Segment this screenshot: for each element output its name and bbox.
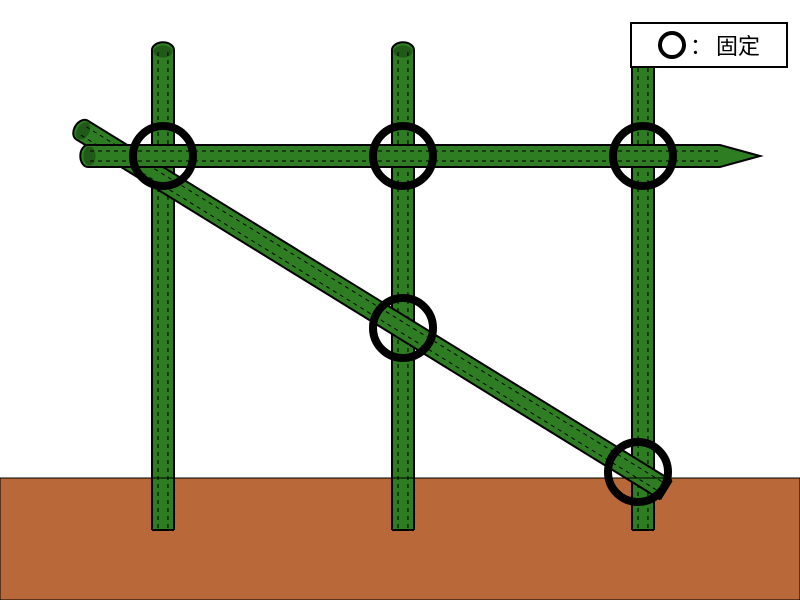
- legend-box: ： 固定: [630, 22, 788, 68]
- legend-label: 固定: [716, 29, 760, 61]
- legend-separator: ：: [690, 29, 712, 61]
- legend-circle-icon: [658, 31, 686, 59]
- diagram-canvas: ： 固定: [0, 0, 800, 600]
- diagram-svg: [0, 0, 800, 600]
